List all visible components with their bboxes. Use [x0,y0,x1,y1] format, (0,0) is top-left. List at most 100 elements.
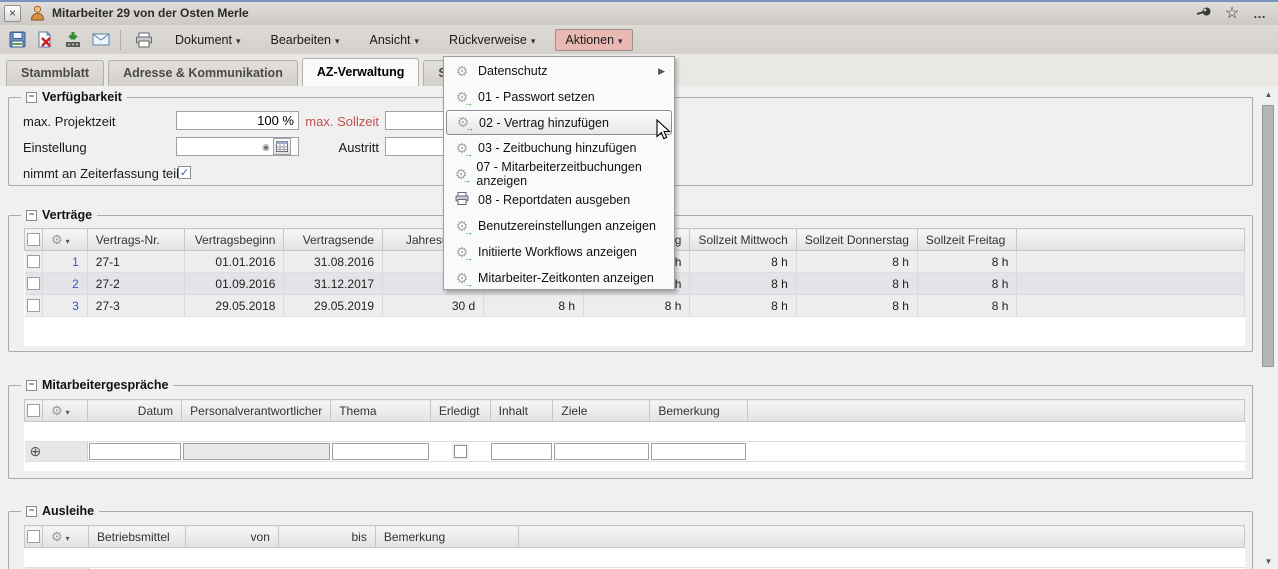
gear-run-icon: ⚙ → [455,88,473,108]
datum-input[interactable] [89,443,181,460]
scroll-up-icon[interactable]: ▲ [1264,90,1273,99]
select-all-checkbox[interactable] [27,530,40,543]
col-thema[interactable]: Thema [330,399,431,422]
collapse-icon[interactable]: − [26,209,37,221]
close-icon[interactable]: × [4,5,21,22]
row-checkbox[interactable] [26,255,40,268]
col-vertragsbeginn[interactable]: Vertragsbeginn [183,228,285,251]
vertical-scrollbar[interactable]: ▲ ▼ [1261,88,1276,569]
bemerkung-input[interactable] [650,443,747,460]
menu-item-reportdaten-ausgeben[interactable]: 08 - Reportdaten ausgeben [444,187,674,213]
menu-aktionen[interactable]: Aktionen ▾ [555,28,633,51]
collapse-icon[interactable]: − [26,91,37,103]
menu-ansicht[interactable]: Ansicht ▾ [369,32,420,47]
section-title: Mitarbeitergespräche [42,378,169,392]
projektzeit-input[interactable] [176,111,299,130]
col-vertragsende[interactable]: Vertragsende [283,228,384,251]
collapse-icon[interactable]: − [26,505,37,517]
chevron-down-icon: ▾ [334,35,340,46]
mouse-cursor [656,119,671,140]
col-sollzeit-freitag[interactable]: Sollzeit Freitag [916,228,1018,251]
row-checkbox[interactable] [26,277,40,290]
calendar-icon[interactable] [273,138,291,155]
menu-dokument[interactable]: Dokument ▾ [175,32,241,47]
tab-az-verwaltung[interactable]: AZ-Verwaltung [301,58,420,86]
thema-input[interactable] [331,443,430,460]
print-icon[interactable] [133,30,155,50]
scrollbar-thumb[interactable] [1262,105,1274,367]
empty-row [24,547,1245,568]
inhalt-input[interactable] [491,443,552,460]
tab-adresse-kommunikation[interactable]: Adresse & Kommunikation [108,60,298,86]
col-vertrags-nr[interactable]: Vertrags-Nr. [86,228,185,251]
tab-stammblatt[interactable]: Stammblatt [6,60,105,86]
table-row[interactable]: 2 27-2 01.09.2016 31.12.2017 8 h 8 h 8 h… [24,272,1245,295]
erledigt-checkbox[interactable] [453,445,467,458]
gear-menu-icon[interactable]: ⚙ ▾ [42,228,88,251]
select-all-checkbox[interactable] [27,404,40,417]
new-entry-row: ⊕ [24,441,1245,462]
menu-item-initiierte-workflows[interactable]: ⚙ → Initiierte Workflows anzeigen [455,243,637,263]
title-bar: × Mitarbeiter 29 von der Osten Merle ☆ … [0,2,1278,26]
more-options-icon[interactable]: … [1253,5,1267,21]
scroll-down-icon[interactable]: ▼ [1264,557,1273,566]
zeiterfassung-label: nimmt an Zeiterfassung teil [23,166,180,181]
favorite-star-icon[interactable]: ☆ [1224,4,1240,22]
save-icon[interactable] [6,30,28,50]
col-sollzeit-mittwoch[interactable]: Sollzeit Mittwoch [689,228,797,251]
row-number-link[interactable]: 2 [42,272,88,295]
table-row[interactable]: 3 27-3 29.05.2018 29.05.2019 30 d 8 h 8 … [24,294,1245,317]
menu-bearbeiten[interactable]: Bearbeiten ▾ [270,32,340,47]
col-personalverantwortlicher[interactable]: Personalverantwortlicher [181,399,332,422]
einstellung-input[interactable] [176,137,299,156]
gear-menu-icon[interactable]: ⚙ ▾ [41,399,89,422]
select-all-checkbox[interactable] [27,233,40,246]
menu-item-benutzereinstellungen[interactable]: ⚙ → Benutzereinstellungen anzeigen [455,217,656,237]
mail-icon[interactable] [90,30,112,50]
chevron-down-icon: ▾ [235,35,241,46]
col-bis[interactable]: bis [277,525,376,548]
collapse-icon[interactable]: − [26,379,37,391]
col-inhalt[interactable]: Inhalt [489,399,554,422]
col-bemerkung[interactable]: Bemerkung [649,399,748,422]
chevron-down-icon: ▾ [414,35,420,46]
menu-rueckverweise[interactable]: Rückverweise ▾ [449,32,536,47]
row-number-link[interactable]: 3 [42,294,88,317]
zeiterfassung-checkbox[interactable]: ✓ [178,166,191,179]
gear-run-icon: ⚙ → [455,269,473,289]
add-row-icon[interactable]: ⊕ [24,567,89,569]
section-title: Verträge [42,208,93,222]
now-radio-icon[interactable]: ◉ [262,142,270,152]
gear-menu-icon[interactable]: ⚙ ▾ [42,525,89,548]
ziele-input[interactable] [553,443,649,460]
menu-item-zeitbuchung-hinzufuegen[interactable]: ⚙ → 03 - Zeitbuchung hinzufügen [455,139,637,159]
aktionen-dropdown-menu: ⚙ Datenschutz ▶ ⚙ → 01 - Passwort setzen … [443,56,675,290]
col-erledigt[interactable]: Erledigt [429,399,491,422]
ausleihe-table: ⚙▾ Betriebsmittel von bis Bemerkung ⊕ [24,525,1246,569]
col-sollzeit-donnerstag[interactable]: Sollzeit Donnerstag [795,228,918,251]
menu-item-passwort-setzen[interactable]: ⚙ → 01 - Passwort setzen [455,88,595,108]
menu-item-vertrag-hinzufuegen[interactable]: ⚙ → 02 - Vertrag hinzufügen [446,110,672,135]
add-row-icon[interactable]: ⊕ [24,441,89,462]
personalverantwortlicher-input [182,443,330,460]
col-datum[interactable]: Datum [87,399,183,422]
menu-item-datenschutz[interactable]: ⚙ Datenschutz ▶ [455,62,665,79]
import-icon[interactable] [62,30,84,50]
gear-run-icon: ⚙ → [455,217,473,237]
new-entry-row: ⊕ [24,567,1245,569]
col-filler [1016,228,1245,251]
delete-document-icon[interactable] [34,30,56,50]
col-betriebsmittel[interactable]: Betriebsmittel [87,525,186,548]
menu-item-mitarbeiterzeitbuchungen[interactable]: ⚙ → 07 - Mitarbeiterzeitbuchungen anzeige… [454,160,642,188]
col-von[interactable]: von [184,525,279,548]
row-checkbox[interactable] [26,299,40,312]
section-title: Verfügbarkeit [42,90,122,104]
menu-item-mitarbeiter-zeitkonten[interactable]: ⚙ → Mitarbeiter-Zeitkonten anzeigen [455,269,654,289]
toolbar-separator [120,29,121,50]
col-bemerkung[interactable]: Bemerkung [374,525,519,548]
pin-icon[interactable] [1194,5,1214,23]
row-number-link[interactable]: 1 [42,250,88,273]
employee-icon [30,5,45,26]
col-ziele[interactable]: Ziele [552,399,651,422]
